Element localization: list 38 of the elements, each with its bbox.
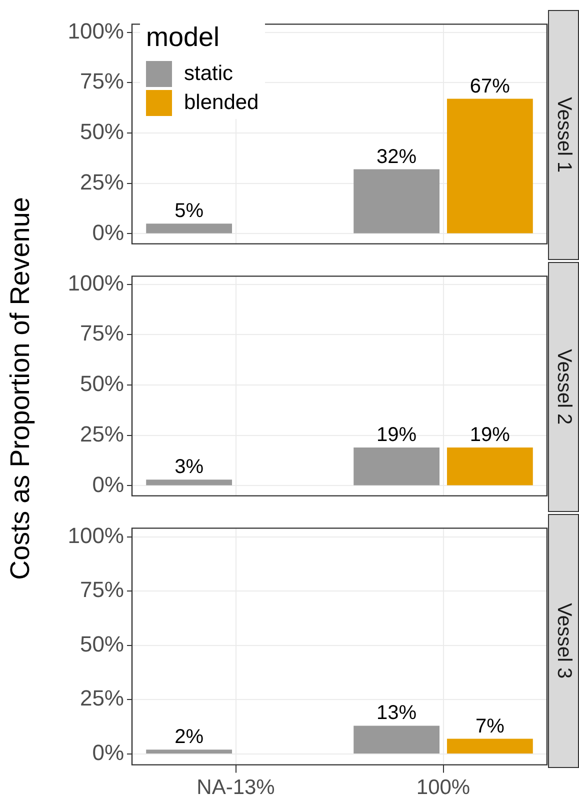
bar xyxy=(446,98,533,234)
y-tick-label: 25% xyxy=(80,169,124,194)
data-label: 32% xyxy=(376,146,417,168)
bar xyxy=(354,169,440,234)
data-label: 19% xyxy=(376,424,417,446)
y-tick-label: 100% xyxy=(68,270,124,296)
text: Vessel 2 xyxy=(552,349,575,425)
data-label: 3% xyxy=(174,456,204,478)
bar xyxy=(146,224,232,234)
y-tick-label: 75% xyxy=(80,577,124,602)
x-tick-label: NA-13% xyxy=(196,776,275,800)
y-tick-label: 0% xyxy=(92,472,124,497)
y-tick-label: 100% xyxy=(68,18,124,44)
y-axis-title: Costs as Proportion of Revenue xyxy=(4,196,36,580)
legend-title: model xyxy=(146,22,221,53)
data-label: 2% xyxy=(174,726,204,748)
text: Vessel 3 xyxy=(552,603,575,679)
data-label: 5% xyxy=(174,200,204,222)
data-label: 19% xyxy=(470,424,510,446)
y-tick-label: 25% xyxy=(80,686,124,711)
legend-label: blended xyxy=(184,90,259,114)
data-label: 13% xyxy=(376,702,417,724)
bar xyxy=(446,738,533,754)
bar xyxy=(146,750,232,754)
legend-label: static xyxy=(184,62,234,86)
bar xyxy=(354,726,440,754)
y-tick-label: 25% xyxy=(80,421,124,446)
data-label: 67% xyxy=(470,75,510,98)
y-tick-label: 100% xyxy=(68,522,124,548)
y-tick-label: 50% xyxy=(80,119,124,144)
data-label: 7% xyxy=(475,715,505,738)
y-tick-label: 75% xyxy=(80,68,124,94)
y-tick-label: 50% xyxy=(80,631,124,656)
y-tick-label: 50% xyxy=(80,371,124,396)
y-tick-label: 0% xyxy=(92,740,124,766)
y-tick-label: 75% xyxy=(80,320,124,346)
text: Vessel 1 xyxy=(552,97,575,173)
y-tick-label: 0% xyxy=(92,220,124,245)
